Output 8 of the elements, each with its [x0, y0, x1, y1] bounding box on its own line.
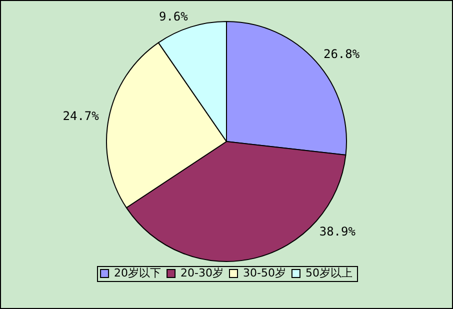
legend-label: 50岁以上: [305, 266, 352, 280]
legend-label: 20岁以下: [114, 266, 162, 280]
data-label: 26.8%: [323, 47, 360, 62]
legend-label: 20-30岁: [180, 266, 224, 280]
legend-label: 30-50岁: [243, 266, 286, 280]
data-label: 9.6%: [158, 9, 189, 24]
data-label: 24.7%: [62, 108, 100, 123]
data-label: 38.9%: [319, 224, 356, 239]
